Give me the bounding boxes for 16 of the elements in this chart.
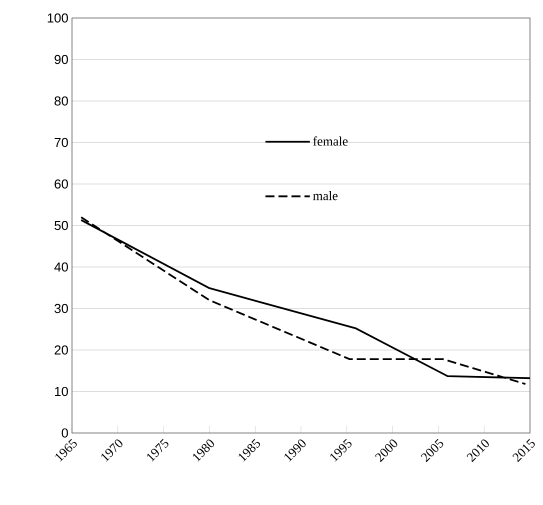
y-tick-label: 100 [48, 13, 68, 23]
y-tick-label: 40 [54, 262, 68, 272]
y-tick-label: 10 [55, 386, 68, 396]
y-tick-label: 70 [54, 138, 68, 148]
y-tick-label: 80 [54, 96, 68, 106]
y-tick-label: 60 [54, 179, 68, 189]
x-tick-label: 1980 [192, 440, 214, 462]
y-tick-label: 90 [54, 54, 68, 64]
y-tick-label: 0 [62, 428, 68, 438]
y-tick-label: 30 [54, 304, 68, 314]
y-tick-label: 50 [54, 220, 68, 230]
x-tick-label: 1970 [101, 440, 122, 462]
y-tick-label: 20 [54, 345, 68, 355]
x-tick-label: 1990 [284, 440, 306, 462]
legend-label: female [313, 136, 348, 146]
legend-label: male [313, 191, 338, 200]
